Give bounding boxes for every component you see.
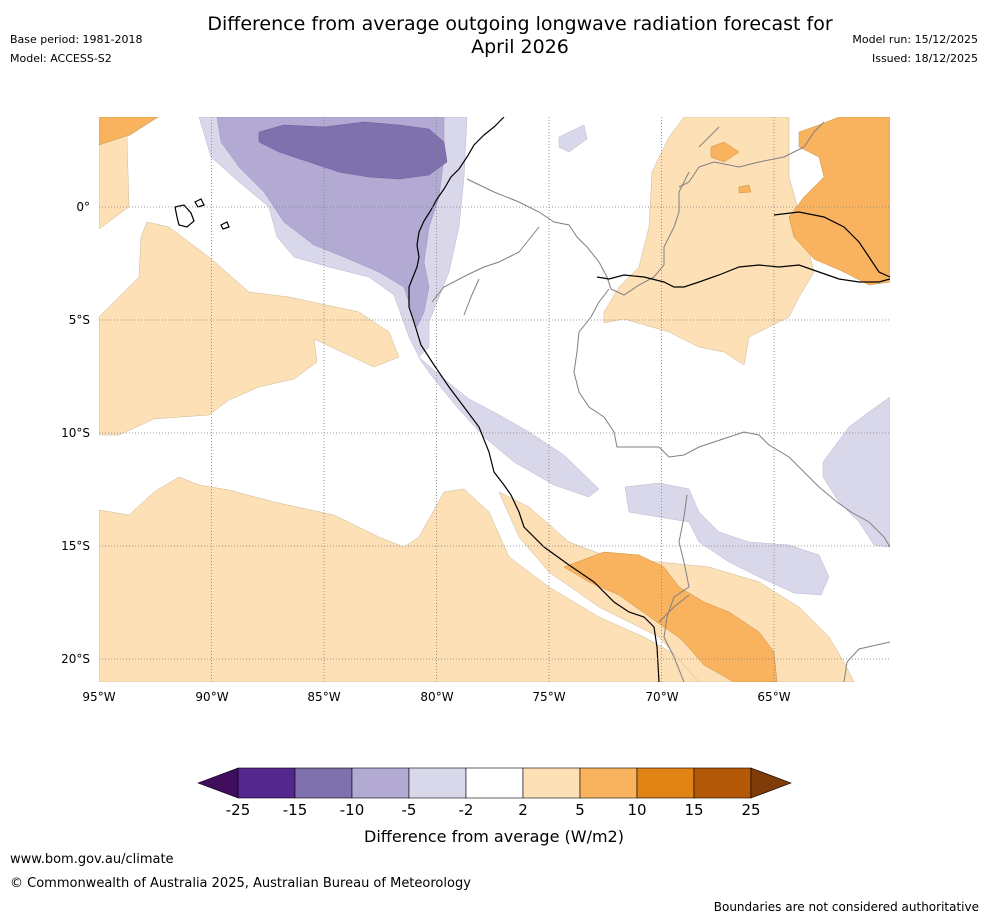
legend-title: Difference from average (W/m2) (364, 827, 624, 846)
legend-tick-label: -10 (339, 801, 365, 819)
coastline (174, 117, 890, 682)
website-link[interactable]: www.bom.gov.au/climate (10, 852, 174, 867)
title-line-1: Difference from average outgoing longwav… (207, 13, 833, 35)
legend-tick-label: -2 (458, 801, 474, 819)
lon-label-95w: 95°W (82, 690, 116, 704)
lat-label-10s: 10°S (61, 426, 90, 440)
legend-swatch (408, 767, 467, 799)
legend-swatch (237, 767, 296, 799)
model-run: Model run: 15/12/2025 (852, 33, 978, 46)
graticule (99, 117, 890, 682)
issued-date: Issued: 18/12/2025 (871, 52, 978, 65)
lat-label-15s: 15°S (61, 539, 90, 553)
lon-label-75w: 75°W (532, 690, 566, 704)
anomaly-positive-5to10 (99, 117, 890, 682)
legend-arrow-low (197, 767, 239, 799)
legend-swatch (636, 767, 695, 799)
map-panel (99, 117, 890, 682)
legend-tick-label: -25 (225, 801, 251, 819)
lon-label-65w: 65°W (757, 690, 791, 704)
page-title: Difference from average outgoing longwav… (160, 13, 880, 59)
legend-tick-label: 5 (575, 801, 585, 819)
legend-tick-label: -5 (401, 801, 417, 819)
legend-tick-label: -15 (282, 801, 308, 819)
legend-tick-label: 10 (627, 801, 647, 819)
disclaimer-text: Boundaries are not considered authoritat… (713, 900, 979, 914)
lat-label-0: 0° (76, 200, 90, 214)
lat-label-5s: 5°S (68, 313, 90, 327)
lon-label-85w: 85°W (307, 690, 341, 704)
legend-tick-label: 15 (684, 801, 704, 819)
legend-swatch (693, 767, 752, 799)
base-period: Base period: 1981-2018 (10, 33, 143, 46)
copyright-text: © Commonwealth of Australia 2025, Austra… (10, 876, 471, 891)
lon-label-90w: 90°W (195, 690, 229, 704)
country-borders (431, 121, 890, 682)
legend-swatch (579, 767, 638, 799)
legend-swatch (351, 767, 410, 799)
legend-colorbar (197, 767, 792, 799)
lon-label-80w: 80°W (420, 690, 454, 704)
legend-tick-label: 2 (518, 801, 528, 819)
lat-label-20s: 20°S (61, 652, 90, 666)
legend-swatch (522, 767, 581, 799)
legend-swatch (465, 767, 524, 799)
title-line-2: April 2026 (471, 36, 569, 58)
anomaly-negative-10to15 (258, 121, 448, 180)
legend-swatch (294, 767, 353, 799)
legend-arrow-high (750, 767, 792, 799)
model-name: Model: ACCESS-S2 (10, 52, 112, 65)
legend-tick-label: 25 (741, 801, 761, 819)
lon-label-70w: 70°W (645, 690, 679, 704)
